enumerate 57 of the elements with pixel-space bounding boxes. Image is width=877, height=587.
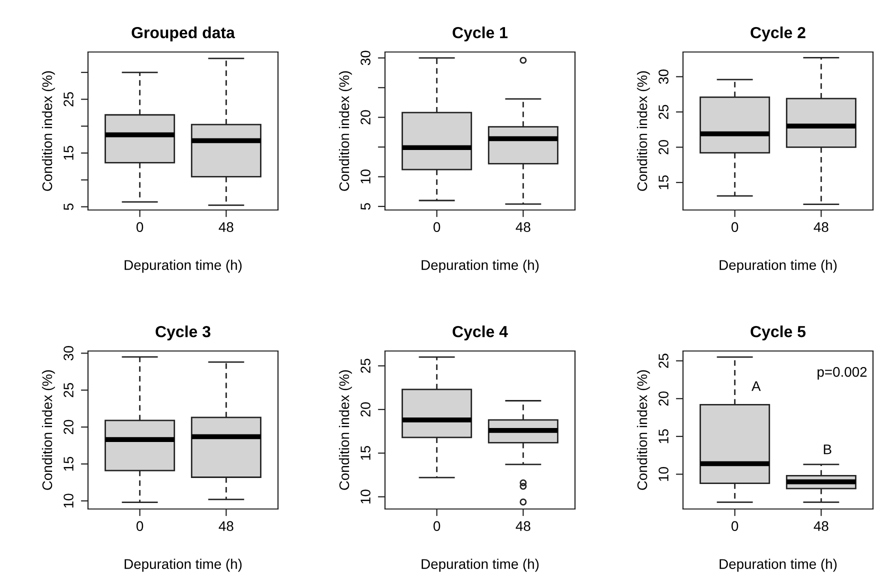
y-tick-label: 25 <box>64 382 74 398</box>
x-tick-label: 48 <box>516 222 530 232</box>
y-tick-label: 15 <box>64 456 74 471</box>
chart-title: Cycle 2 <box>750 26 806 42</box>
y-tick-label: 25 <box>658 354 668 368</box>
chart-title: Cycle 1 <box>452 26 508 42</box>
x-tick-label: 0 <box>136 222 144 232</box>
y-tick-label: 15 <box>658 429 668 444</box>
y-tick-label: 20 <box>658 391 668 406</box>
y-tick-label: 25 <box>64 92 74 106</box>
x-tick-label: 0 <box>136 521 144 532</box>
y-tick-label: 30 <box>64 346 74 360</box>
y-tick-label: 20 <box>360 402 370 417</box>
x-axis-title: Depuration time (h) <box>720 260 837 273</box>
chart-title: Cycle 3 <box>156 326 210 340</box>
annotation: p=0.002 <box>818 367 867 380</box>
y-axis-title: Condition index (%) <box>338 71 352 191</box>
x-tick-label: 48 <box>218 222 234 232</box>
x-tick-label: 48 <box>516 521 530 532</box>
x-axis-title: Depuration time (h) <box>124 260 242 273</box>
x-tick-label: 0 <box>732 222 738 232</box>
chart-title: Grouped data <box>132 26 236 42</box>
x-axis-title: Depuration time (h) <box>422 558 539 572</box>
x-tick-label: 48 <box>218 521 234 532</box>
y-tick-label: 10 <box>360 170 370 184</box>
y-tick-label: 30 <box>658 70 668 84</box>
x-tick-label: 0 <box>434 521 440 532</box>
y-tick-label: 15 <box>360 446 370 460</box>
y-tick-label: 20 <box>658 140 668 154</box>
y-tick-label: 10 <box>64 494 74 508</box>
y-tick-label: 15 <box>658 175 668 190</box>
x-axis-title: Depuration time (h) <box>720 558 837 572</box>
x-axis-title: Depuration time (h) <box>422 260 539 273</box>
y-axis-title: Condition index (%) <box>42 71 55 191</box>
y-tick-label: 25 <box>360 358 370 373</box>
y-axis-title: Condition index (%) <box>636 370 650 490</box>
x-tick-label: 48 <box>814 222 828 232</box>
chart-title: Cycle 4 <box>452 326 508 340</box>
y-axis-title: Condition index (%) <box>636 71 650 191</box>
y-tick-label: 10 <box>360 490 370 504</box>
x-tick-label: 0 <box>732 521 738 532</box>
x-axis-title: Depuration time (h) <box>124 558 242 572</box>
y-tick-label: 15 <box>64 146 74 160</box>
y-tick-label: 30 <box>360 50 370 66</box>
y-tick-label: 25 <box>658 104 668 119</box>
y-axis-title: Condition index (%) <box>42 370 55 490</box>
y-tick-label: 5 <box>360 203 370 210</box>
chart-title: Cycle 5 <box>750 326 806 340</box>
y-tick-label: 10 <box>658 467 668 481</box>
y-tick-label: 20 <box>360 110 370 124</box>
y-tick-label: 20 <box>64 420 74 434</box>
x-tick-label: 0 <box>434 222 440 232</box>
annotation: A <box>752 381 761 391</box>
x-tick-label: 48 <box>814 521 828 532</box>
y-tick-label: 5 <box>64 203 74 210</box>
y-axis-title: Condition index (%) <box>338 370 352 490</box>
annotation: B <box>824 444 832 454</box>
